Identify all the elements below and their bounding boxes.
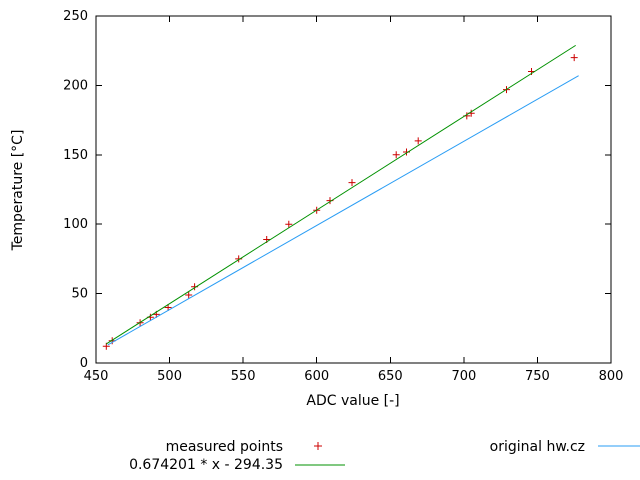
- x-tick-label: 450: [84, 369, 109, 384]
- plot-border: [95, 15, 612, 364]
- y-tick-label: 100: [63, 217, 88, 232]
- x-tick-label: 750: [525, 369, 550, 384]
- legend-label-measured-points: measured points: [166, 439, 283, 455]
- legend-label-fit-equation: 0.674201 * x - 294.35: [129, 457, 283, 473]
- x-axis-label: ADC value [-]: [306, 393, 399, 409]
- y-tick-label: 250: [63, 9, 88, 24]
- x-tick-label: 550: [231, 369, 256, 384]
- x-tick-label: 600: [304, 369, 329, 384]
- y-tick-label: 200: [63, 78, 88, 93]
- measured-points-markers: [102, 54, 578, 350]
- legend-label-original-hwcz: original hw.cz: [490, 439, 585, 455]
- y-tick-label: 150: [63, 148, 88, 163]
- y-axis-label: Temperature [°C]: [10, 130, 26, 252]
- legend: measured points 0.674201 * x - 294.35 or…: [129, 439, 640, 473]
- x-tick-label: 800: [599, 369, 624, 384]
- legend-plus-marker-icon: [314, 442, 322, 450]
- original-hwcz-line: [107, 75, 579, 346]
- x-tick-label: 700: [451, 369, 476, 384]
- data-series: [102, 44, 579, 350]
- x-tick-label: 650: [378, 369, 403, 384]
- y-tick-label: 0: [80, 356, 88, 371]
- axis-ticks: 450 500 550 600 650 700 750 800 0 50 100 150 200 250: [63, 9, 623, 384]
- fit-line: [106, 44, 576, 345]
- y-tick-label: 50: [71, 287, 88, 302]
- x-tick-label: 500: [157, 369, 182, 384]
